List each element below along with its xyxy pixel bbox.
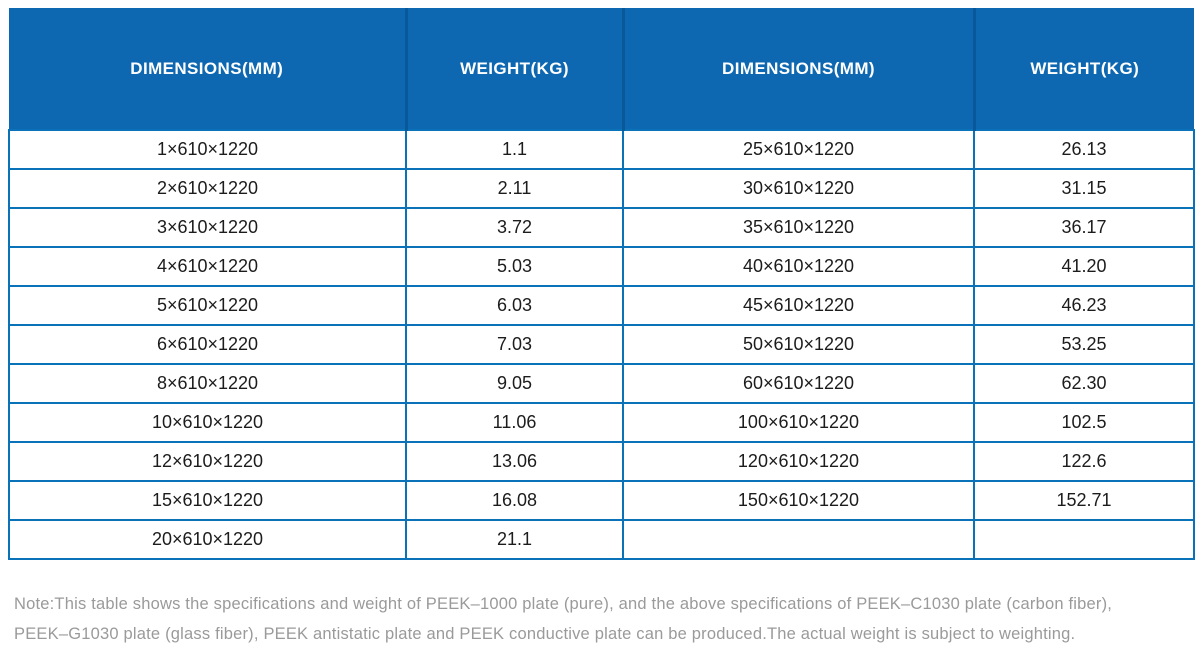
dimension-cell: 30×610×1220 (622, 168, 975, 209)
table-row: 1×610×1220 1.1 25×610×1220 26.13 (8, 129, 1195, 170)
table-row: 6×610×1220 7.03 50×610×1220 53.25 (8, 324, 1195, 365)
weight-cell: 152.71 (973, 480, 1195, 521)
weight-cell: 1.1 (405, 129, 624, 170)
weight-cell: 122.6 (973, 441, 1195, 482)
dimension-cell-empty (622, 519, 975, 560)
table-row: 2×610×1220 2.11 30×610×1220 31.15 (8, 168, 1195, 209)
dimension-cell: 25×610×1220 (622, 129, 975, 170)
weight-cell: 5.03 (405, 246, 624, 287)
weight-cell: 13.06 (405, 441, 624, 482)
footnote: Note:This table shows the specifications… (14, 589, 1174, 649)
weight-cell: 6.03 (405, 285, 624, 326)
weight-cell: 41.20 (973, 246, 1195, 287)
weight-cell-empty (973, 519, 1195, 560)
dimension-cell: 1×610×1220 (8, 129, 407, 170)
weight-cell: 31.15 (973, 168, 1195, 209)
weight-cell: 36.17 (973, 207, 1195, 248)
footnote-line-1: Note:This table shows the specifications… (14, 595, 1113, 613)
dimension-cell: 20×610×1220 (8, 519, 407, 560)
weight-cell: 53.25 (973, 324, 1195, 365)
dimension-cell: 3×610×1220 (8, 207, 407, 248)
spec-table: DIMENSIONS(MM) WEIGHT(KG) DIMENSIONS(MM)… (8, 8, 1195, 560)
weight-cell: 7.03 (405, 324, 624, 365)
dimension-cell: 2×610×1220 (8, 168, 407, 209)
weight-cell: 102.5 (973, 402, 1195, 443)
weight-cell: 11.06 (405, 402, 624, 443)
column-header-weight-left: WEIGHT(KG) (404, 8, 623, 130)
table-row: 12×610×1220 13.06 120×610×1220 122.6 (8, 441, 1195, 482)
table-header-row: DIMENSIONS(MM) WEIGHT(KG) DIMENSIONS(MM)… (9, 8, 1194, 130)
dimension-cell: 5×610×1220 (8, 285, 407, 326)
footnote-line-2: PEEK–G1030 plate (glass fiber), PEEK ant… (14, 625, 1076, 643)
dimension-cell: 45×610×1220 (622, 285, 975, 326)
table-row: 15×610×1220 16.08 150×610×1220 152.71 (8, 480, 1195, 521)
table-row: 10×610×1220 11.06 100×610×1220 102.5 (8, 402, 1195, 443)
dimension-cell: 120×610×1220 (622, 441, 975, 482)
table-row: 5×610×1220 6.03 45×610×1220 46.23 (8, 285, 1195, 326)
weight-cell: 2.11 (405, 168, 624, 209)
dimension-cell: 150×610×1220 (622, 480, 975, 521)
weight-cell: 21.1 (405, 519, 624, 560)
weight-cell: 3.72 (405, 207, 624, 248)
dimension-cell: 35×610×1220 (622, 207, 975, 248)
weight-cell: 16.08 (405, 480, 624, 521)
table-row: 3×610×1220 3.72 35×610×1220 36.17 (8, 207, 1195, 248)
dimension-cell: 4×610×1220 (8, 246, 407, 287)
weight-cell: 9.05 (405, 363, 624, 404)
dimension-cell: 8×610×1220 (8, 363, 407, 404)
dimension-cell: 60×610×1220 (622, 363, 975, 404)
column-header-weight-right: WEIGHT(KG) (972, 8, 1194, 130)
weight-cell: 26.13 (973, 129, 1195, 170)
table-row: 4×610×1220 5.03 40×610×1220 41.20 (8, 246, 1195, 287)
table-row: 20×610×1220 21.1 (8, 519, 1195, 560)
dimension-cell: 100×610×1220 (622, 402, 975, 443)
weight-cell: 46.23 (973, 285, 1195, 326)
dimension-cell: 15×610×1220 (8, 480, 407, 521)
table-row: 8×610×1220 9.05 60×610×1220 62.30 (8, 363, 1195, 404)
dimension-cell: 10×610×1220 (8, 402, 407, 443)
weight-cell: 62.30 (973, 363, 1195, 404)
column-header-dimensions-right: DIMENSIONS(MM) (621, 8, 974, 130)
dimension-cell: 50×610×1220 (622, 324, 975, 365)
dimension-cell: 12×610×1220 (8, 441, 407, 482)
dimension-cell: 40×610×1220 (622, 246, 975, 287)
column-header-dimensions-left: DIMENSIONS(MM) (9, 8, 406, 130)
dimension-cell: 6×610×1220 (8, 324, 407, 365)
